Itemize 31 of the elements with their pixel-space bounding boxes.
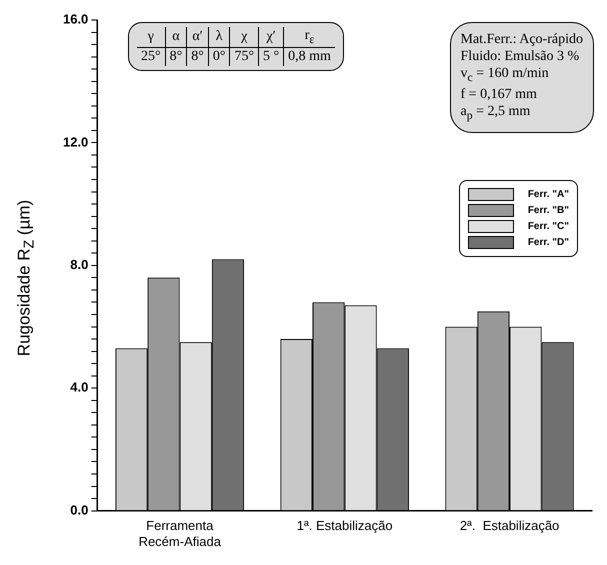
annotation: 0,8 mm: [284, 47, 335, 66]
annotation: Fluido: Emulsão 3 %: [460, 48, 580, 65]
annotation: χ: [230, 27, 259, 48]
y-tick-label: 0.0: [70, 502, 88, 518]
y-tick-label: 16.0: [62, 12, 88, 27]
x-tick-label: 2ª. Estabilização: [460, 518, 560, 534]
annotation: r$_{ε}$: [284, 27, 335, 48]
annotation: 0°: [208, 47, 230, 66]
legend-label: Ferr. "C": [528, 221, 569, 232]
y-tick-label: 4.0: [70, 380, 88, 395]
x-tick-label: Ferramenta Recém-Afiada: [138, 518, 222, 549]
annotation: Mat.Ferr.: Aço-rápido: [460, 31, 583, 48]
annotation: α′: [186, 27, 208, 48]
y-tick-label: 8.0: [70, 256, 88, 272]
annotation: a$_{p}$ = 2,5 mm: [460, 102, 532, 124]
annotation: f = 0,167 mm: [460, 86, 538, 103]
annotation: χ′: [258, 27, 284, 48]
annotation: 75°: [230, 47, 259, 66]
annotation: 8°: [165, 47, 187, 66]
x-tick-label: 1ª. Estabilização: [296, 518, 393, 534]
annotation: v$_{c}$ = 160 m/min: [460, 65, 550, 86]
annotation: λ: [208, 27, 230, 48]
annotation: γ: [146, 28, 155, 46]
y-tick-label: 12.0: [62, 134, 88, 150]
annotation: α: [165, 27, 187, 48]
legend-label: Ferr. "B": [528, 205, 569, 216]
legend-label: Ferr. "D": [528, 237, 569, 248]
annotation: 8°: [186, 47, 208, 66]
legend-label: Ferr. "A": [528, 189, 569, 200]
annotation: 5 °: [258, 47, 284, 66]
annotation: 25°: [140, 48, 162, 66]
